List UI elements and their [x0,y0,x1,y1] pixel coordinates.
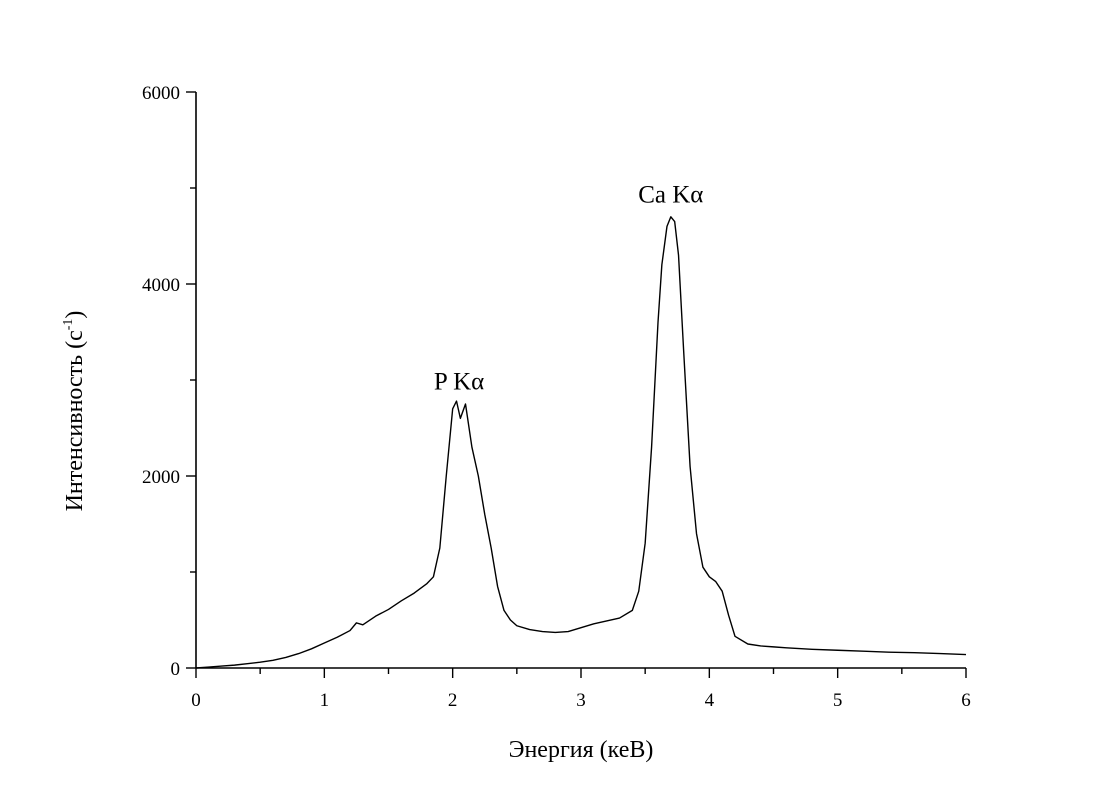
y-axis-title-superscript: -1 [61,319,76,331]
peak-annotations: P Kα Ca Kα [434,181,704,395]
x-axis-title: Энергия (кеВ) [509,737,654,763]
peak-label: P Kα [434,369,484,396]
y-axis-ticks: 0 2000 4000 6000 [142,83,196,680]
spectrum-line [195,216,967,669]
y-tick-label: 0 [171,659,181,680]
x-tick-label: 5 [833,690,843,711]
y-axis-title: Интенсивность (с-1) [61,311,88,512]
y-tick-label: 4000 [142,275,180,296]
y-tick-label: 2000 [142,467,180,488]
y-axis-title-main: Интенсивность (с [62,330,88,511]
x-axis-ticks: 0 1 2 3 4 5 6 [191,668,971,711]
peak-label: Ca Kα [638,181,703,208]
x-tick-label: 4 [705,690,715,711]
y-tick-label: 6000 [142,83,180,104]
x-tick-label: 1 [320,690,330,711]
x-tick-label: 2 [448,690,458,711]
axes [195,92,966,669]
x-tick-label: 3 [576,690,586,711]
y-axis-title-close: ) [62,311,88,319]
x-tick-label: 6 [961,690,971,711]
x-tick-label: 0 [191,690,201,711]
